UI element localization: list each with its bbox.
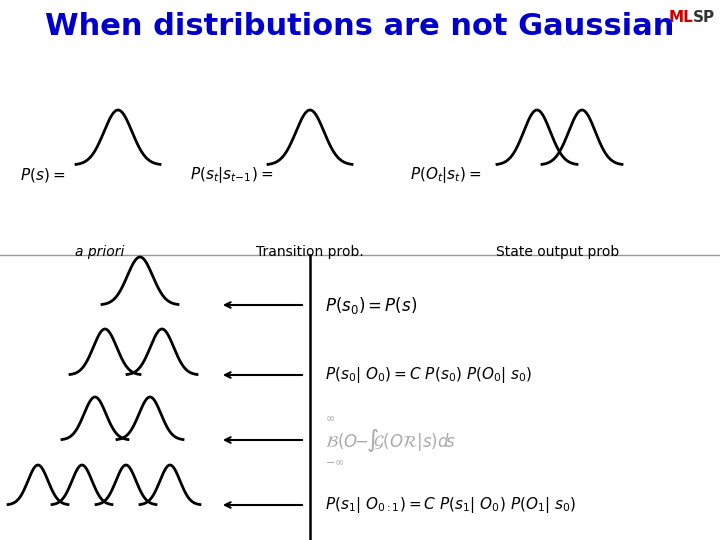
Text: $P(s_0|\ O_0) = C\ P(s_0)\ P(O_0|\ s_0)$: $P(s_0|\ O_0) = C\ P(s_0)\ P(O_0|\ s_0)$ <box>325 365 532 385</box>
Text: SP: SP <box>693 10 715 25</box>
Text: $P(O_t|s_t) =$: $P(O_t|s_t) =$ <box>410 165 482 185</box>
Text: $\infty$: $\infty$ <box>325 413 335 423</box>
Text: $P(s_1|\ O_{0:1}) = C\ P(s_1|\ O_0)\ P(O_1|\ s_0)$: $P(s_1|\ O_{0:1}) = C\ P(s_1|\ O_0)\ P(O… <box>325 495 576 515</box>
Text: $-\infty$: $-\infty$ <box>325 457 344 467</box>
Text: $P(s_t|s_{t\mathrm{-}1}) =$: $P(s_t|s_{t\mathrm{-}1}) =$ <box>190 165 273 185</box>
Text: a priori: a priori <box>76 245 125 259</box>
Text: $P(s) =$: $P(s) =$ <box>20 166 65 184</box>
Text: Transition prob.: Transition prob. <box>256 245 364 259</box>
Text: ML: ML <box>668 10 693 25</box>
Text: $\mathcal{B}(O\!\!-\!\!\int\!\!\mathcal{G}(O\mathcal{R}|s)d\!s$: $\mathcal{B}(O\!\!-\!\!\int\!\!\mathcal{… <box>325 427 455 454</box>
Text: $P(s_0) = P(s)$: $P(s_0) = P(s)$ <box>325 294 417 315</box>
Text: State output prob: State output prob <box>496 245 620 259</box>
Text: When distributions are not Gaussian: When distributions are not Gaussian <box>45 12 675 41</box>
